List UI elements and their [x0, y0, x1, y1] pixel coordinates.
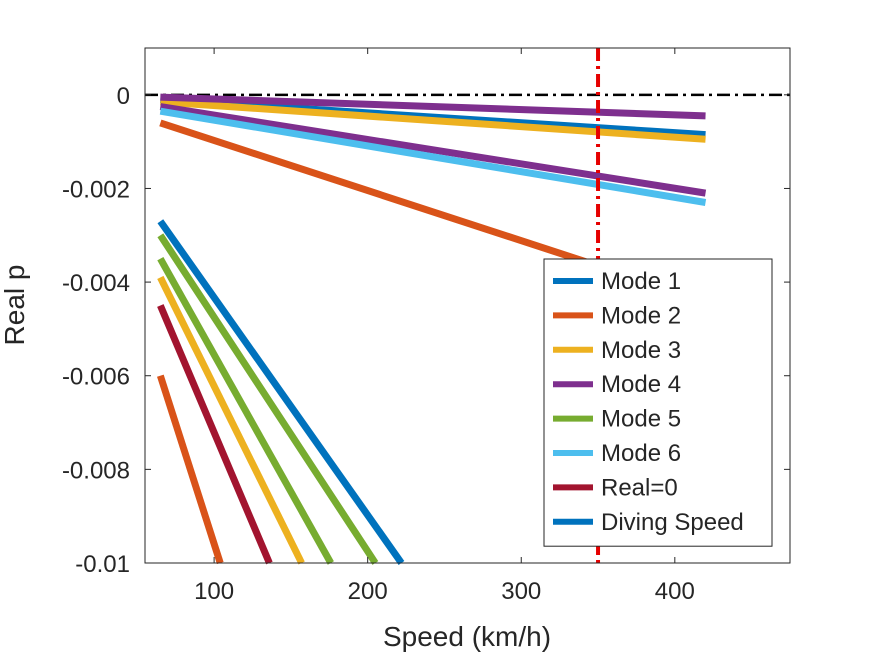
series-line-1-2: [157, 219, 405, 566]
legend-label: Mode 1: [601, 268, 681, 295]
series-line-5-1: [157, 233, 379, 565]
series-line-4-1: [160, 93, 706, 120]
x-axis: 100 200 300 400: [194, 48, 695, 605]
x-tick-label: 400: [655, 578, 695, 605]
series-line-6-1: [159, 107, 707, 206]
y-tick-label: -0.01: [75, 551, 130, 578]
y-tick-label: -0.008: [62, 457, 130, 484]
legend-label: Mode 6: [601, 440, 681, 467]
legend-label: Mode 5: [601, 406, 681, 433]
y-tick-label: -0.006: [62, 364, 130, 391]
series-line-3-1: [160, 98, 706, 143]
legend-label: Mode 2: [601, 302, 681, 329]
y-axis-title: Real p: [0, 265, 30, 346]
legend-label: Mode 3: [601, 337, 681, 364]
axes-box: [144, 47, 791, 564]
series-lines: [157, 48, 707, 566]
y-axis: 0 -0.002 -0.004 -0.006 -0.008 -0.01: [62, 83, 790, 578]
series-line-4-2: [159, 103, 707, 197]
x-tick-label: 200: [348, 578, 388, 605]
series-line-5-2: [157, 256, 334, 565]
y-tick-label: -0.004: [62, 270, 130, 297]
series-line-7-1: [157, 304, 273, 565]
x-axis-title: Speed (km/h): [383, 621, 551, 652]
legend: Mode 1 Mode 2 Mode 3 Mode 4 Mode 5 Mode 6 Real…: [543, 258, 773, 547]
legend-label: Mode 4: [601, 371, 681, 398]
legend-label: Real=0: [601, 474, 678, 501]
series-line-2-2: [157, 374, 224, 565]
series-line-3-2: [157, 275, 305, 565]
x-tick-label: 100: [194, 578, 234, 605]
legend-box: [543, 258, 773, 547]
x-tick-label: 300: [501, 578, 541, 605]
legend-label: Diving Speed: [601, 509, 744, 536]
y-tick-label: 0: [117, 83, 130, 110]
y-tick-label: -0.002: [62, 176, 130, 203]
